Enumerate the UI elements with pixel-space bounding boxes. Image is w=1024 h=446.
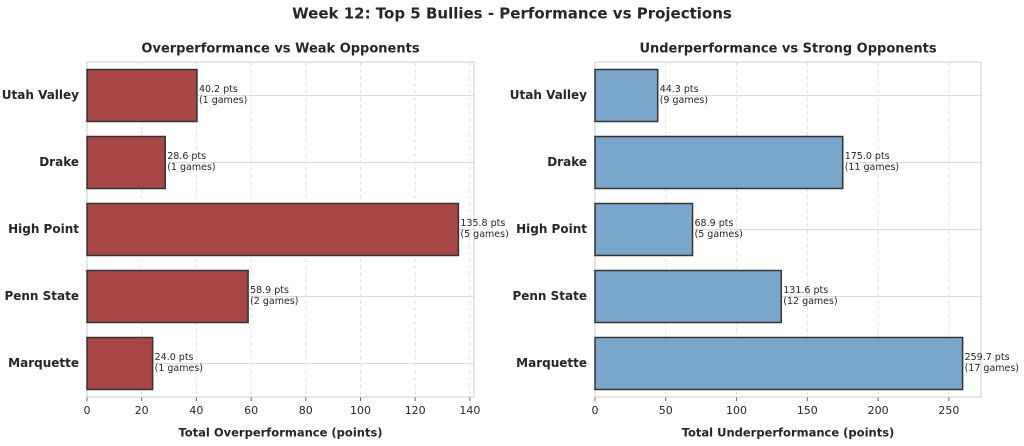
games-label: (12 games) xyxy=(783,296,837,307)
value-label: 68.9 pts xyxy=(695,218,734,229)
figure-title: Week 12: Top 5 Bullies - Performance vs … xyxy=(292,5,732,23)
games-label: (2 games) xyxy=(250,296,298,307)
y-tick-label: Drake xyxy=(547,155,587,169)
x-tick-label: 80 xyxy=(299,404,313,417)
chart-title: Overperformance vs Weak Opponents xyxy=(141,42,419,57)
bar xyxy=(86,336,154,391)
y-tick-label: Marquette xyxy=(516,356,587,370)
value-label: 28.6 pts xyxy=(167,151,206,162)
x-tick-label: 140 xyxy=(459,404,480,417)
games-label: (5 games) xyxy=(460,229,508,240)
y-tick-label: Marquette xyxy=(8,356,79,370)
bar xyxy=(86,202,460,257)
x-tick-label: 100 xyxy=(726,404,747,417)
value-label: 175.0 pts xyxy=(845,151,890,162)
bar xyxy=(86,269,249,324)
games-label: (17 games) xyxy=(965,363,1019,374)
x-tick-label: 0 xyxy=(592,404,599,417)
x-tick-label: 60 xyxy=(244,404,258,417)
x-tick-label: 20 xyxy=(135,404,149,417)
bar xyxy=(594,135,844,190)
value-label: 40.2 pts xyxy=(199,84,238,95)
games-label: (1 games) xyxy=(167,162,215,173)
value-label: 135.8 pts xyxy=(460,218,505,229)
x-tick-label: 150 xyxy=(797,404,818,417)
value-label: 58.9 pts xyxy=(250,285,289,296)
x-axis-label: Total Underperformance (points) xyxy=(682,426,895,440)
games-label: (1 games) xyxy=(155,363,203,374)
games-label: (5 games) xyxy=(695,229,743,240)
x-tick-label: 50 xyxy=(659,404,673,417)
value-label: 259.7 pts xyxy=(965,352,1010,363)
x-tick-label: 250 xyxy=(938,404,959,417)
y-tick-label: High Point xyxy=(516,222,587,236)
games-label: (1 games) xyxy=(199,95,247,106)
y-tick-label: Penn State xyxy=(4,289,79,303)
games-label: (9 games) xyxy=(660,95,708,106)
bar xyxy=(86,135,166,190)
y-tick-label: High Point xyxy=(8,222,79,236)
x-tick-label: 120 xyxy=(405,404,426,417)
games-label: (11 games) xyxy=(845,162,899,173)
y-tick-label: Penn State xyxy=(512,289,587,303)
x-tick-label: 40 xyxy=(189,404,203,417)
bar xyxy=(594,68,659,123)
x-tick-label: 200 xyxy=(868,404,889,417)
bar xyxy=(594,336,964,391)
bar xyxy=(594,202,694,257)
y-tick-label: Drake xyxy=(39,155,79,169)
value-label: 131.6 pts xyxy=(783,285,828,296)
value-label: 44.3 pts xyxy=(660,84,699,95)
bar xyxy=(86,68,198,123)
y-tick-label: Utah Valley xyxy=(2,88,79,102)
chart-title: Underperformance vs Strong Opponents xyxy=(639,42,936,57)
x-tick-label: 0 xyxy=(84,404,91,417)
bar xyxy=(594,269,783,324)
x-axis-label: Total Overperformance (points) xyxy=(178,426,382,440)
x-tick-label: 100 xyxy=(350,404,371,417)
value-label: 24.0 pts xyxy=(155,352,194,363)
y-tick-label: Utah Valley xyxy=(510,88,587,102)
